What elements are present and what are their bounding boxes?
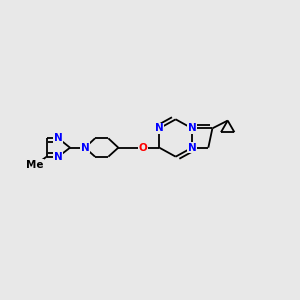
- Text: N: N: [54, 133, 63, 143]
- Text: N: N: [188, 123, 196, 133]
- Text: N: N: [81, 143, 89, 153]
- Text: N: N: [188, 143, 196, 153]
- Text: O: O: [139, 143, 148, 153]
- Text: Me: Me: [26, 160, 44, 170]
- Text: N: N: [155, 123, 164, 133]
- Text: N: N: [54, 152, 63, 162]
